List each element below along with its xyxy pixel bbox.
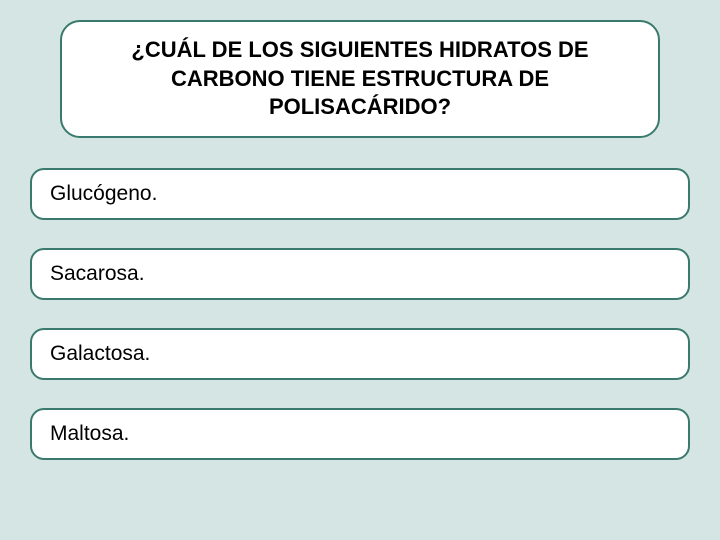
question-text: ¿CUÁL DE LOS SIGUIENTES HIDRATOS DE CARB… [102,36,618,122]
answer-option-0[interactable]: Glucógeno. [30,168,690,220]
answer-label: Galactosa. [50,342,670,366]
answer-option-1[interactable]: Sacarosa. [30,248,690,300]
answer-option-3[interactable]: Maltosa. [30,408,690,460]
question-container: ¿CUÁL DE LOS SIGUIENTES HIDRATOS DE CARB… [60,20,660,138]
answer-label: Sacarosa. [50,262,670,286]
answer-option-2[interactable]: Galactosa. [30,328,690,380]
answer-label: Maltosa. [50,422,670,446]
answer-label: Glucógeno. [50,182,670,206]
